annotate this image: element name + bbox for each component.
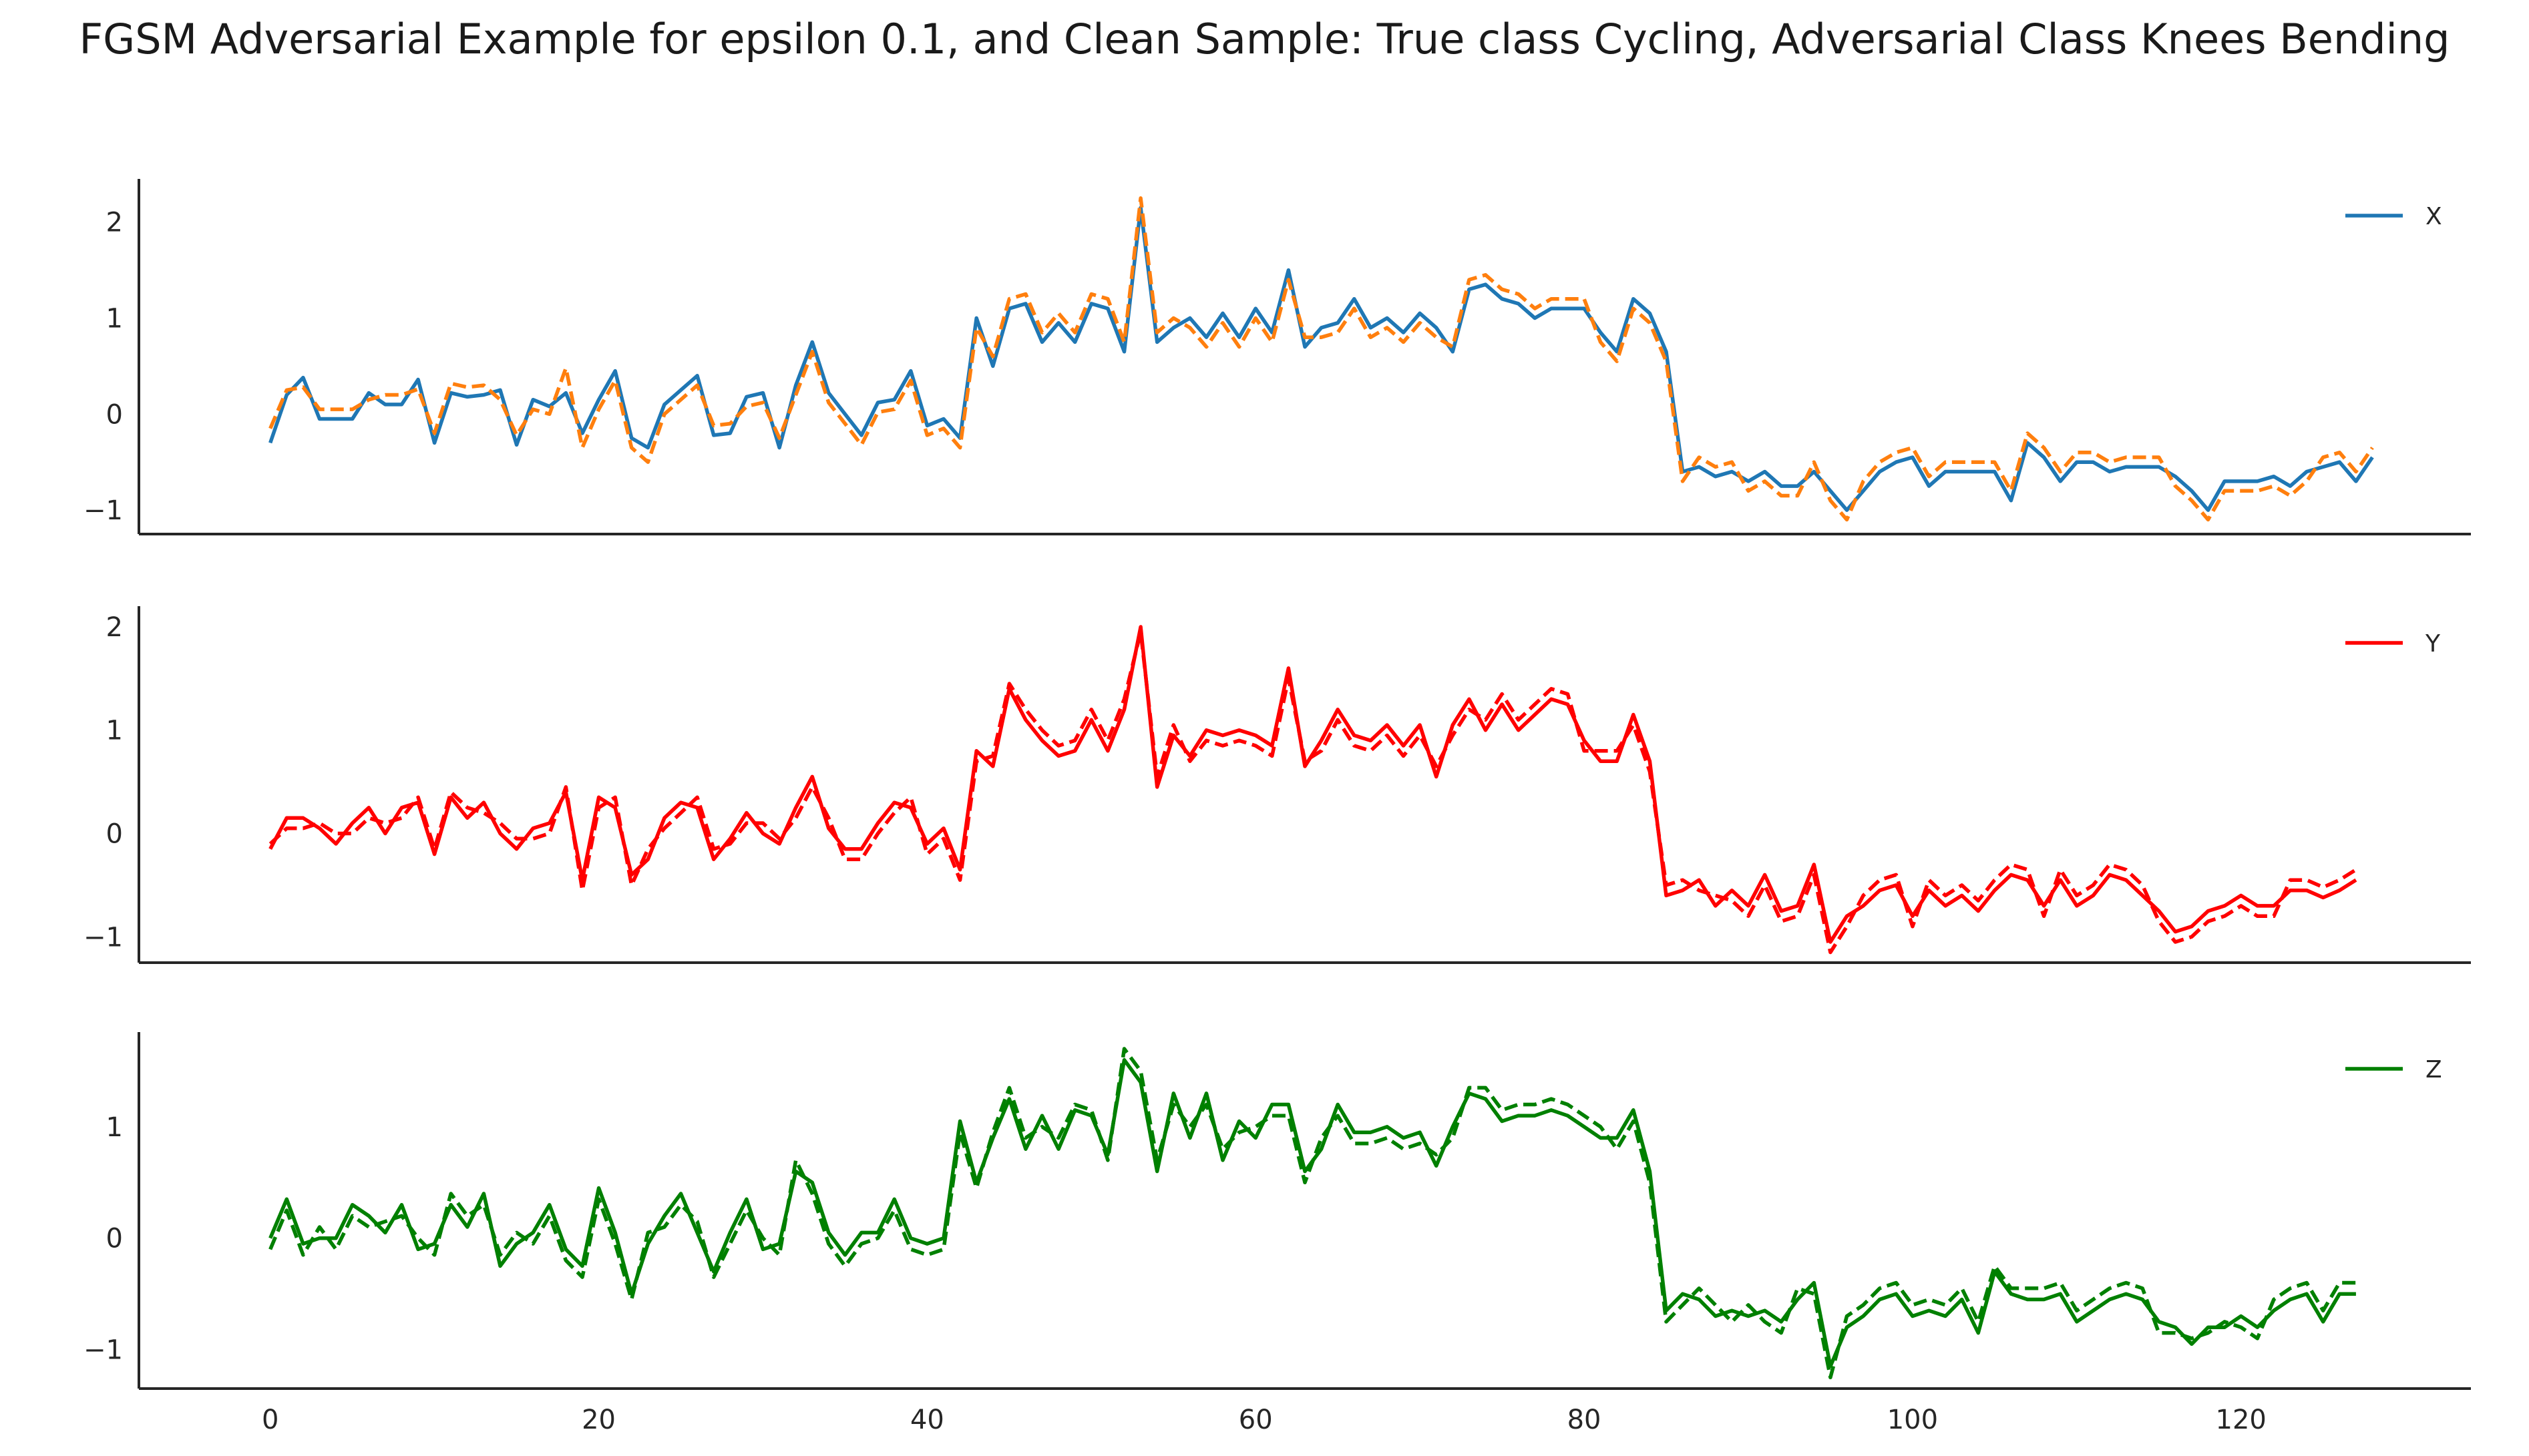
clean-series-line	[268, 625, 2357, 944]
legend: Y	[2345, 630, 2441, 658]
clean-series-line	[268, 1057, 2356, 1369]
y-tick-label: 2	[106, 612, 123, 643]
legend-label: Z	[2425, 1056, 2442, 1083]
legend: X	[2345, 203, 2442, 230]
figure-title: FGSM Adversarial Example for epsilon 0.1…	[79, 15, 2450, 63]
svg-text:−1: −1	[83, 922, 123, 953]
legend: Z	[2345, 1056, 2442, 1083]
subplot-1: −1 0 1 2 X	[83, 179, 2471, 535]
x-tick-label: 20	[582, 1405, 616, 1435]
adversarial-series-line	[268, 1047, 2356, 1380]
svg-text:2: 2	[106, 208, 123, 238]
svg-text:20: 20	[582, 1405, 616, 1435]
svg-text:0: 0	[262, 1405, 278, 1435]
y-tick-label: 2	[106, 208, 123, 238]
svg-text:40: 40	[910, 1405, 944, 1435]
y-tick-label: 0	[106, 399, 123, 430]
y-tick-label: −1	[83, 495, 123, 526]
y-tick-label: 1	[106, 303, 123, 334]
y-tick-label: −1	[83, 922, 123, 953]
x-tick-label: 120	[2216, 1405, 2267, 1435]
svg-text:60: 60	[1239, 1405, 1273, 1435]
x-tick-label: 100	[1887, 1405, 1938, 1435]
svg-text:100: 100	[1887, 1405, 1938, 1435]
y-tick-label: 0	[106, 819, 123, 850]
clean-series-line	[268, 206, 2374, 512]
svg-text:80: 80	[1567, 1405, 1601, 1435]
y-tick-label: 1	[106, 1112, 123, 1143]
svg-text:120: 120	[2216, 1405, 2267, 1435]
legend-label: X	[2425, 203, 2442, 230]
adversarial-series-line	[268, 630, 2357, 955]
x-tick-label: 0	[262, 1405, 278, 1435]
x-tick-label: 40	[910, 1405, 944, 1435]
svg-text:1: 1	[106, 303, 123, 334]
svg-text:0: 0	[106, 819, 123, 850]
svg-text:−1: −1	[83, 1335, 123, 1366]
svg-text:1: 1	[106, 1112, 123, 1143]
y-tick-label: 0	[106, 1224, 123, 1254]
y-tick-label: −1	[83, 1335, 123, 1366]
subplot-2: −1 0 1 2 Y	[83, 606, 2471, 964]
x-tick-label: 60	[1239, 1405, 1273, 1435]
y-tick-label: 1	[106, 716, 123, 746]
svg-text:−1: −1	[83, 495, 123, 526]
adversarial-series-line	[268, 196, 2374, 522]
svg-text:0: 0	[106, 1224, 123, 1254]
svg-text:0: 0	[106, 399, 123, 430]
legend-label: Y	[2425, 630, 2441, 658]
x-tick-label: 80	[1567, 1405, 1601, 1435]
svg-text:2: 2	[106, 612, 123, 643]
svg-text:1: 1	[106, 716, 123, 746]
